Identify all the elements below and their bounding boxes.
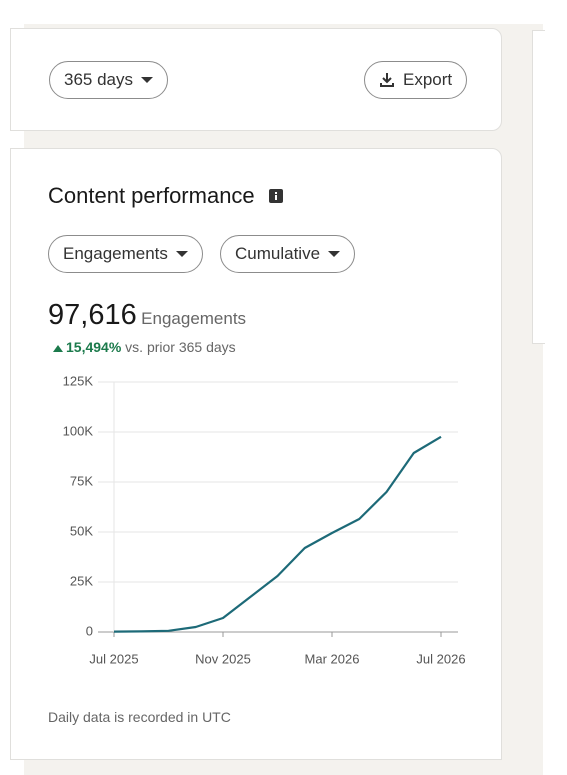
change: 15,494% vs. prior 365 days [53,339,236,355]
change-value: 15,494% [66,339,122,355]
metric-dropdown[interactable]: Engagements [48,235,203,273]
card-title: Content performance [48,183,283,209]
y-tick-label: 75K [70,473,93,488]
export-button[interactable]: Export [364,61,468,99]
x-tick-label: Jul 2026 [416,651,465,666]
export-label: Export [403,70,453,89]
y-tick-label: 125K [63,373,94,388]
y-tick-label: 0 [86,623,93,638]
x-tick-label: Mar 2026 [305,651,360,666]
line [113,435,442,633]
filter-card: 365 days Export [10,28,502,131]
total-value: 97,616 [48,299,137,331]
period-dropdown[interactable]: 365 days [49,61,168,99]
y-tick-label: 50K [70,523,93,538]
x-tick-label: Jul 2025 [89,651,138,666]
title-text: Content performance [48,183,255,208]
info-icon[interactable] [268,189,283,203]
export-icon [380,73,394,87]
metric-label: Engagements [63,244,168,263]
side-card [532,30,545,344]
y-tick-label: 100K [63,423,94,438]
y-tick-label: 25K [70,573,93,588]
x-tick-label: Nov 2025 [195,651,251,666]
change-label: vs. prior 365 days [125,339,236,355]
total: 97,616 Engagements [48,299,246,332]
period-label: 365 days [64,70,133,89]
mode-label: Cumulative [235,244,321,263]
mode-dropdown[interactable]: Cumulative [220,235,356,273]
footnote: Daily data is recorded in UTC [48,709,231,725]
performance-card: Content performance Engagements Cumulati… [10,148,502,760]
total-label: Engagements [141,309,247,328]
